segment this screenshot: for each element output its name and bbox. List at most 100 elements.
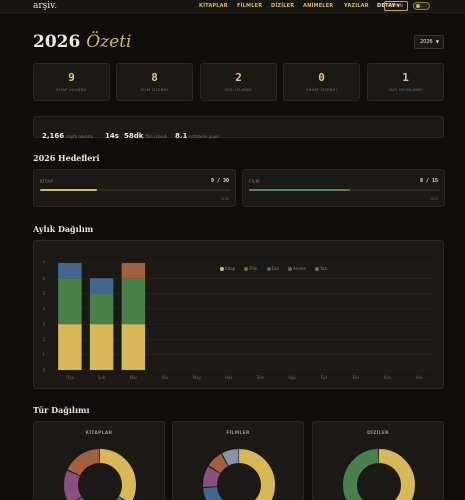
monthly-section-title: Aylık Dağılım [33,224,94,234]
pages-value: 2,166 [42,132,65,140]
pages-label: sayfa okundu [66,134,93,139]
year-select[interactable]: 2026 ▼ [414,35,444,49]
stat-card-series: 2 DİZİ İZLENDİ [200,63,277,101]
legend-item-film[interactable]: Film [244,266,258,271]
goal-percent: %30 [221,197,229,201]
donut-slice[interactable] [343,449,415,500]
legend-item-kitap[interactable]: Kitap [220,266,235,271]
y-tick-label: 2 [42,337,45,342]
y-tick-label: 5 [42,291,45,296]
goal-count: 8 / 15 [419,178,438,184]
monthly-bar-chart: 0 1 2 3 4 5 6 7 Oca Şub Mar Nis May Haz Tem Ağu Eyl Eki Ka… [42,261,435,380]
stat-value: 0 [318,71,325,84]
donut-slice[interactable] [203,449,275,500]
nav-link-kitaplar[interactable]: KİTAPLAR [199,3,228,9]
stat-value: 8 [151,71,158,84]
genre-donut-chart [64,449,136,500]
x-tick-label: Ağu [288,375,296,380]
nav-link-animeler[interactable]: ANİMELER [303,3,334,9]
goal-progress-track [249,189,440,191]
donut-slice[interactable] [64,449,136,500]
goal-progress-track [40,189,231,191]
x-tick-label: Eki [353,375,359,380]
bar-segment[interactable] [58,278,82,325]
legend-label: Yazı [319,266,328,271]
nav-link-diziler[interactable]: DİZİLER [271,3,295,9]
bar-segment[interactable] [58,263,82,279]
donut-slice[interactable] [203,449,275,500]
goal-progress-fill [40,189,98,191]
legend-label: Anime [293,266,306,271]
theme-toggle[interactable] [413,2,430,10]
x-tick-label: Oca [66,375,74,380]
genre-card-films: FİLMLER [172,421,304,500]
stat-label: ANİME İZLENDİ [306,88,337,92]
genre-card-books: KİTAPLAR [33,421,165,500]
minutes-value: 58dk [124,132,144,140]
bar-segment[interactable] [89,278,114,294]
genre-card-series: DİZİLER [312,421,444,500]
stat-value: 9 [68,71,75,84]
stat-label: YAZI YAYINLANDI [388,88,423,92]
admin-button[interactable]: ADMİN [384,1,408,11]
y-tick-label: 0 [42,368,45,373]
genre-card-title: DİZİLER [367,431,389,436]
x-tick-label: Şub [98,375,106,380]
summary-watch-time: 14s 58dk film izlendi [105,123,167,142]
nav-link-yazilar[interactable]: YAZILAR [344,3,369,9]
nav-link-filmler[interactable]: FİLMLER [237,3,263,9]
donut-slice[interactable] [64,449,136,500]
genre-card-title: FİLMLER [226,431,250,436]
legend-label: Kitap [225,266,236,271]
summary-rating: 8.1 ortalama puan [175,123,219,142]
x-tick-label: Ara [416,375,423,380]
nav-link-detay[interactable]: DETAY▼ [377,3,400,9]
genre-card-title: KİTAPLAR [85,431,113,436]
hours-value: 14s [105,132,119,140]
bar-segment[interactable] [121,278,146,325]
chart-legend: Kitap Film Dizi Anime Yazı [220,255,332,274]
page-title: 2026 Özeti [33,32,132,52]
legend-swatch [220,267,224,271]
legend-item-dizi[interactable]: Dizi [266,266,280,271]
goal-count: 9 / 30 [210,178,229,184]
bar-segment[interactable] [89,324,114,370]
stat-label: FİLM İZLENDİ [140,88,169,92]
y-tick-label: 1 [42,352,45,357]
top-navbar: arşiv. KİTAPLAR FİLMLER DİZİLER ANİMELER… [0,0,465,13]
legend-item-anime[interactable]: Anime [288,266,306,271]
summary-pages: 2,166 sayfa okundu [42,123,93,142]
legend-label: Film [249,266,258,271]
legend-item-yazi[interactable]: Yazı [314,266,328,271]
legend-label: Dizi [271,266,280,271]
x-tick-label: Kas [384,375,391,380]
toggle-knob [416,4,420,8]
goal-percent: %53 [430,197,438,201]
stat-label: KİTAP OKUNDU [56,88,87,92]
bar-segment[interactable] [121,324,146,370]
genre-donut-chart [343,449,415,500]
stat-value: 2 [235,71,242,84]
brand-logo[interactable]: arşiv. [33,1,58,11]
x-tick-label: Eyl [321,375,327,380]
goals-section-title: 2026 Hedefleri [33,153,100,163]
x-tick-label: Mar [130,375,138,380]
detay-label: DETAY [377,3,396,9]
stat-card-posts: 1 YAZI YAYINLANDI [367,63,444,101]
donut-slice[interactable] [343,449,415,500]
y-tick-label: 7 [42,261,45,266]
legend-swatch [314,267,319,271]
x-tick-label: Tem [255,375,264,380]
monthly-chart-card: 0 1 2 3 4 5 6 7 Oca Şub Mar Nis May Haz Tem Ağu Eyl Eki Ka… [33,240,444,389]
y-tick-label: 4 [42,306,45,311]
goal-card-films: FİLM 8 / 15 %53 [242,169,445,207]
x-tick-label: Nis [162,375,168,380]
bar-segment[interactable] [58,324,82,370]
bar-segment[interactable] [89,293,114,325]
stat-card-books: 9 KİTAP OKUNDU [33,63,110,101]
year-select-value: 2026 [420,39,433,45]
legend-swatch [266,267,271,271]
genre-section-title: Tür Dağılımı [33,405,90,415]
bar-segment[interactable] [121,263,146,279]
watch-time-label: film izlendi [145,134,168,139]
